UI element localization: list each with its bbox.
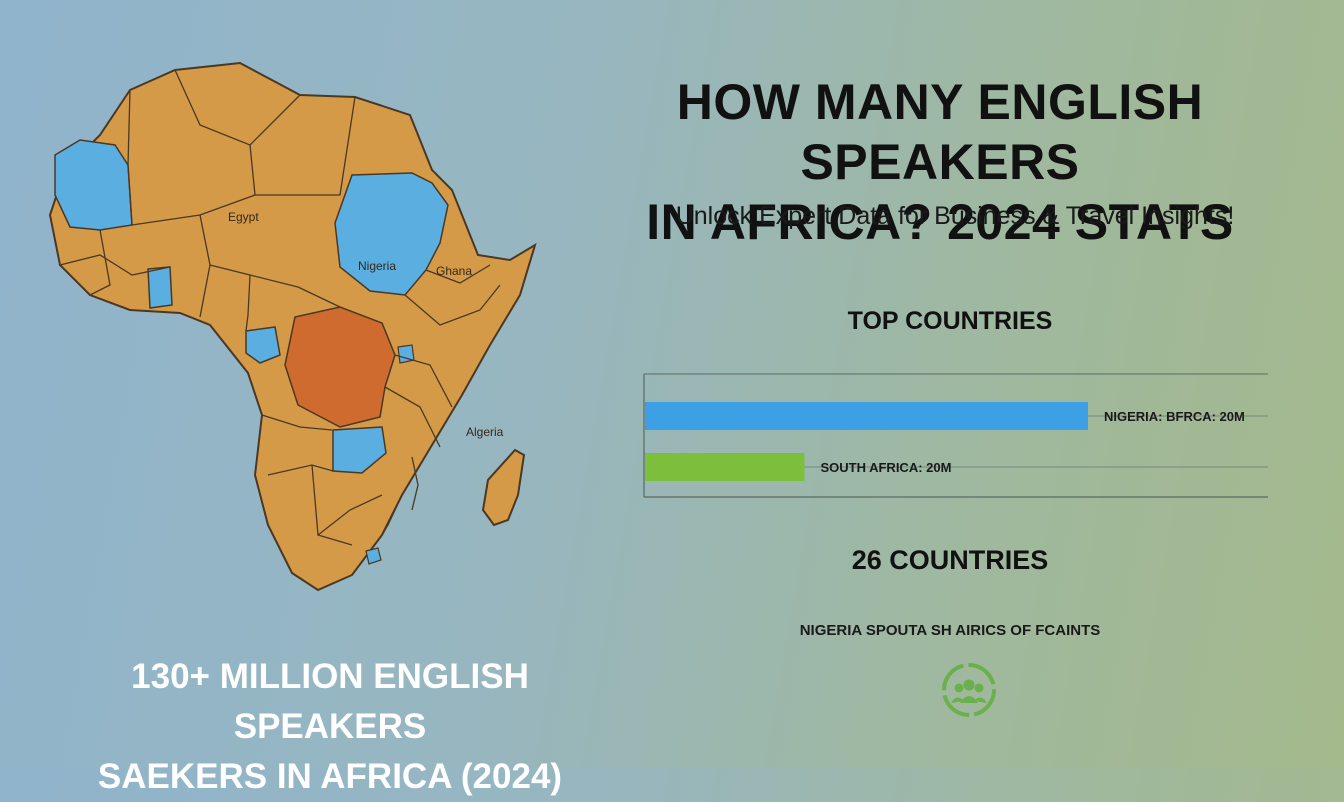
madagascar <box>481 448 526 527</box>
map-label-nigeria: Nigeria <box>358 259 396 273</box>
page-title: HOW MANY ENGLISH SPEAKERS IN AFRICA? 202… <box>560 72 1320 252</box>
map-label-egypt: Egypt <box>228 210 259 224</box>
chart-bar-label: NIGERIA: BFRCA: 20M <box>1104 409 1245 424</box>
caption-text: NIGERIA SPOUTA SH AIRICS OF FCAINTS <box>799 622 1101 639</box>
lesotho-highlight <box>365 547 382 565</box>
page-title-line-1: HOW MANY ENGLISH SPEAKERS <box>676 74 1204 190</box>
countries-count: 26 COUNTRIES <box>851 545 1049 575</box>
angola-highlight-region <box>332 426 387 474</box>
footer-stat-line-2: SAEKERS IN AFRICA (2024) <box>97 757 563 796</box>
west-highlight-region <box>54 139 133 231</box>
map-label-algeria: Algeria <box>466 425 504 439</box>
people-group-icon <box>942 663 996 717</box>
chart-bar <box>645 402 1088 430</box>
page-title-line-2: IN AFRICA? 2024 STATS <box>646 194 1234 250</box>
africa-map: Egypt Nigeria Ghana Algeria <box>48 61 537 592</box>
congo-region <box>284 306 396 428</box>
footer-stat: 130+ MILLION ENGLISH SPEAKERS SAEKERS IN… <box>50 652 610 802</box>
map-label-ghana: Ghana <box>436 264 472 278</box>
chart-bar <box>645 453 805 481</box>
country-borders <box>59 69 501 546</box>
chart-bar-label: SOUTH AFRICA: 20M <box>820 460 951 475</box>
footer-stat-line-1: 130+ MILLION ENGLISH SPEAKERS <box>131 657 529 746</box>
chart-bars: NIGERIA: BFRCA: 20M SOUTH AFRICA: 20M <box>645 402 1245 481</box>
page-subtitle: Unlock Expert Data for Business & Travel… <box>675 202 1235 230</box>
gabon-highlight-region <box>245 326 281 364</box>
top-countries-heading: TOP COUNTRIES <box>847 307 1053 335</box>
ghana-highlight-region <box>147 266 173 309</box>
top-countries-chart: NIGERIA: BFRCA: 20M SOUTH AFRICA: 20M <box>643 373 1268 498</box>
